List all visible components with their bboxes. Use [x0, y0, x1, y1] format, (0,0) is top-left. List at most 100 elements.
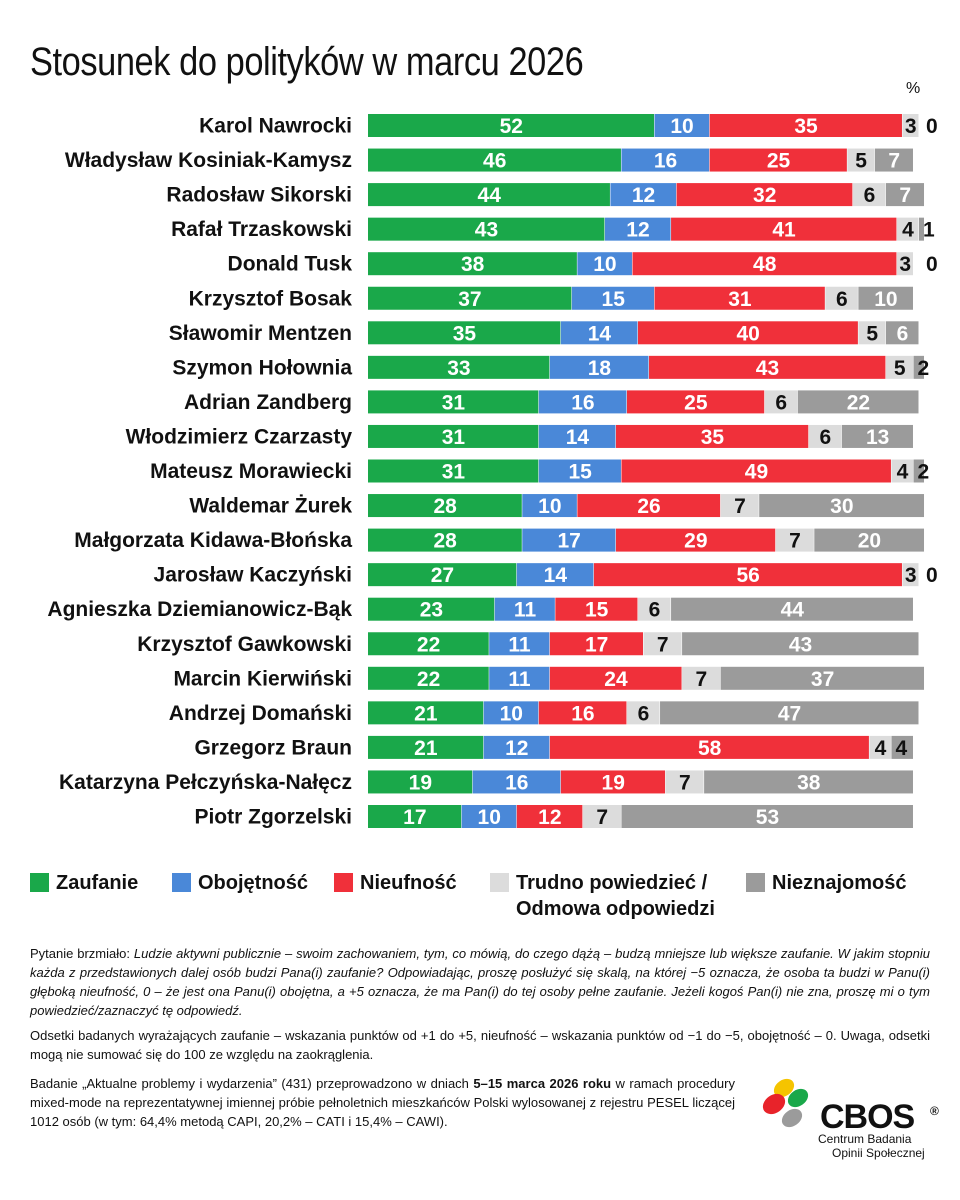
legend-swatch-trust — [30, 873, 49, 892]
value-label-distrust: 15 — [585, 599, 609, 622]
value-label-distrust: 24 — [604, 668, 628, 691]
bar-segment-indifference — [604, 217, 671, 241]
value-label-hard_to_say: 4 — [902, 219, 914, 242]
value-label-unknown: 0 — [926, 115, 938, 138]
bar-segment-trust — [368, 390, 539, 414]
bar-segment-indifference — [494, 597, 555, 621]
legend-item-unknown: Nieznajomość — [746, 870, 906, 896]
bar-segment-distrust — [593, 563, 902, 587]
value-label-distrust: 29 — [684, 530, 707, 553]
value-label-hard_to_say: 6 — [819, 426, 831, 449]
bar-segment-indifference — [538, 459, 621, 483]
bar-segment-unknown — [858, 286, 913, 310]
value-label-unknown: 7 — [888, 150, 900, 173]
bar-segment-distrust — [676, 183, 853, 207]
bar-segment-unknown — [759, 494, 925, 518]
bar-segment-unknown — [660, 701, 919, 725]
category-label: Donald Tusk — [228, 253, 353, 276]
bar-segment-indifference — [522, 528, 616, 552]
value-label-trust: 22 — [417, 668, 440, 691]
legend-item-distrust: Nieufność — [334, 870, 457, 896]
bar-segment-unknown — [814, 528, 925, 552]
value-label-distrust: 49 — [745, 461, 768, 484]
value-label-unknown: 7 — [899, 184, 911, 207]
bar-segment-hard_to_say — [902, 563, 919, 587]
bar-segment-hard_to_say — [896, 252, 913, 276]
value-label-trust: 27 — [431, 564, 454, 587]
bar-segment-trust — [368, 632, 489, 656]
value-label-distrust: 17 — [585, 633, 608, 656]
category-label: Katarzyna Pełczyńska-Nałęcz — [59, 771, 352, 794]
value-label-unknown: 43 — [789, 633, 812, 656]
bar-segment-hard_to_say — [896, 217, 919, 241]
bar-segment-hard_to_say — [825, 286, 858, 310]
value-label-indifference: 10 — [593, 253, 616, 276]
cbos-logo: CBOS ® Centrum Badania Opinii Społecznej — [752, 1070, 942, 1160]
bar-segment-trust — [368, 494, 522, 518]
value-label-unknown: 13 — [866, 426, 889, 449]
bar-segment-indifference — [489, 632, 550, 656]
bar-segment-distrust — [549, 666, 682, 690]
value-label-distrust: 26 — [637, 495, 660, 518]
category-label: Sławomir Mentzen — [169, 322, 352, 345]
cbos-logo-subtitle-2: Opinii Społecznej — [832, 1146, 925, 1160]
value-label-indifference: 15 — [602, 288, 626, 311]
bar-segment-distrust — [516, 805, 583, 828]
category-label: Szymon Hołownia — [172, 356, 352, 379]
bar-segment-indifference — [483, 735, 550, 759]
bar-segment-hard_to_say — [891, 459, 913, 483]
value-label-indifference: 10 — [538, 495, 561, 518]
bar-segment-distrust — [649, 355, 886, 379]
value-label-distrust: 56 — [737, 564, 760, 587]
bar-segment-hard_to_say — [720, 494, 759, 518]
value-label-indifference: 14 — [566, 426, 590, 449]
value-label-trust: 21 — [414, 737, 438, 760]
bar-segment-indifference — [522, 494, 577, 518]
value-label-unknown: 22 — [847, 391, 870, 414]
legend-item-hard-to-say: Trudno powiedzieć / Odmowa odpowiedzi — [490, 870, 715, 922]
legend-item-indifference: Obojętność — [172, 870, 308, 896]
legend-item-trust: Zaufanie — [30, 870, 138, 896]
question-paragraph: Pytanie brzmiało: Ludzie aktywni publicz… — [30, 944, 930, 1020]
value-label-unknown: 4 — [895, 737, 907, 760]
bar-segment-distrust — [621, 459, 891, 483]
value-label-hard_to_say: 5 — [855, 150, 867, 173]
cbos-logo-subtitle-1: Centrum Badania — [818, 1132, 912, 1146]
bar-segment-indifference — [610, 183, 677, 207]
bar-segment-unknown — [720, 666, 925, 690]
value-label-hard_to_say: 7 — [596, 806, 608, 829]
bar-segment-trust — [368, 563, 517, 587]
category-label: Włodzimierz Czarzasty — [126, 425, 353, 448]
value-label-indifference: 11 — [508, 668, 531, 691]
value-label-unknown: 10 — [874, 288, 897, 311]
bar-segment-distrust — [654, 286, 825, 310]
value-label-hard_to_say: 7 — [679, 771, 691, 794]
value-label-distrust: 43 — [756, 357, 779, 380]
bar-segment-distrust — [637, 321, 858, 345]
value-label-indifference: 11 — [508, 633, 531, 656]
value-label-trust: 28 — [433, 530, 457, 553]
bar-segment-trust — [368, 252, 577, 276]
value-label-trust: 31 — [442, 461, 466, 484]
legend-swatch-indifference — [172, 873, 191, 892]
bar-segment-distrust — [632, 252, 897, 276]
chart-title: Stosunek do polityków w marcu 2026 — [30, 40, 584, 84]
value-label-distrust: 58 — [698, 737, 722, 760]
bar-segment-indifference — [472, 770, 561, 794]
category-label: Krzysztof Gawkowski — [137, 633, 352, 656]
value-label-indifference: 10 — [670, 115, 693, 138]
bar-segment-distrust — [538, 701, 627, 725]
bar-segment-indifference — [538, 390, 627, 414]
value-label-hard_to_say: 3 — [905, 115, 917, 138]
legend-label-indifference: Obojętność — [198, 872, 309, 894]
category-label: Krzysztof Bosak — [189, 287, 353, 310]
value-label-distrust: 35 — [794, 115, 818, 138]
category-label: Grzegorz Braun — [194, 736, 352, 759]
bar-segment-distrust — [709, 114, 902, 137]
legend-swatch-distrust — [334, 873, 353, 892]
value-label-indifference: 12 — [505, 737, 528, 760]
value-label-hard_to_say: 6 — [649, 599, 661, 622]
bar-segment-unknown — [913, 459, 925, 483]
bar-segment-hard_to_say — [764, 390, 798, 414]
category-label: Adrian Zandberg — [184, 391, 352, 414]
